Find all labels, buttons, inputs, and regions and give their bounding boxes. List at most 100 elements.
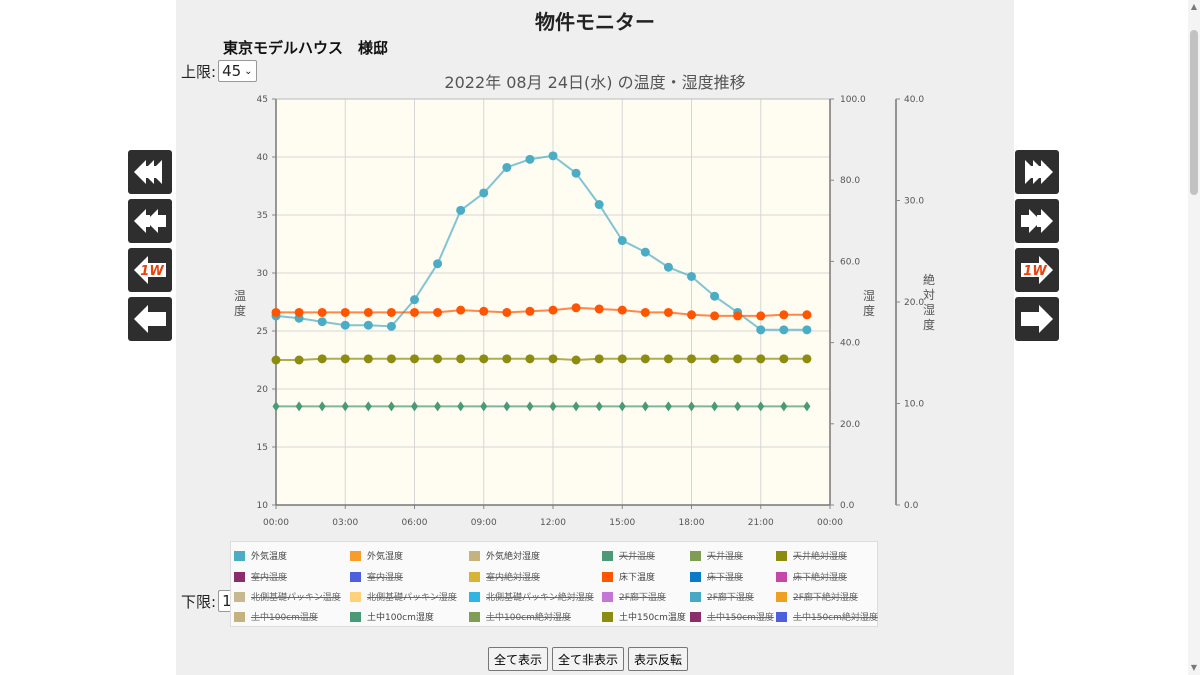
- series-point[interactable]: [756, 354, 766, 364]
- series-point[interactable]: [779, 310, 789, 320]
- legend-item[interactable]: 床下温度: [602, 570, 655, 583]
- legend-item[interactable]: 土中100cm絶対湿度: [469, 610, 571, 623]
- legend-item[interactable]: 2F廊下湿度: [690, 590, 754, 603]
- series-point[interactable]: [317, 354, 327, 364]
- series-point[interactable]: [294, 307, 304, 317]
- series-point[interactable]: [410, 295, 419, 305]
- invert-button[interactable]: 表示反転: [628, 647, 689, 671]
- legend-item[interactable]: 土中100cm温度: [234, 610, 318, 623]
- legend-item[interactable]: 天井絶対湿度: [776, 549, 847, 562]
- series-point[interactable]: [386, 321, 396, 331]
- series-point[interactable]: [433, 354, 443, 364]
- legend-item[interactable]: 北側基礎パッキン温度: [234, 590, 341, 603]
- series-point[interactable]: [779, 354, 789, 364]
- series-point[interactable]: [687, 271, 696, 281]
- series-point[interactable]: [410, 307, 419, 317]
- series-point[interactable]: [594, 354, 604, 364]
- series-point[interactable]: [641, 401, 649, 412]
- series-point[interactable]: [803, 401, 811, 412]
- upper-limit-select[interactable]: 45 ⌄: [218, 60, 257, 82]
- scroll-up-icon[interactable]: ▲: [1190, 2, 1198, 11]
- series-point[interactable]: [711, 401, 719, 412]
- legend-item[interactable]: 北側基礎パッキン湿度: [350, 590, 457, 603]
- legend-item[interactable]: 床下湿度: [690, 570, 743, 583]
- series-point[interactable]: [456, 354, 466, 364]
- series-point[interactable]: [386, 354, 396, 364]
- series-point[interactable]: [502, 354, 512, 364]
- series-point[interactable]: [640, 354, 650, 364]
- series-point[interactable]: [617, 236, 627, 246]
- series-point[interactable]: [411, 401, 418, 412]
- series-point[interactable]: [663, 354, 673, 364]
- series-point[interactable]: [710, 311, 720, 321]
- series-point[interactable]: [687, 354, 696, 364]
- series-point[interactable]: [663, 262, 673, 272]
- legend-item[interactable]: 外気湿度: [350, 549, 403, 562]
- legend-item[interactable]: 土中150cm絶対湿度: [776, 610, 878, 623]
- series-point[interactable]: [341, 401, 349, 412]
- series-point[interactable]: [734, 401, 742, 412]
- next-1w-button[interactable]: 1W: [1015, 248, 1059, 292]
- series-point[interactable]: [618, 401, 626, 412]
- series-point[interactable]: [733, 311, 743, 321]
- series-point[interactable]: [318, 401, 326, 412]
- series-point[interactable]: [271, 355, 281, 365]
- series-point[interactable]: [802, 325, 812, 335]
- series-point[interactable]: [548, 354, 558, 364]
- series-point[interactable]: [363, 307, 373, 317]
- series-point[interactable]: [548, 151, 558, 161]
- series-point[interactable]: [594, 200, 604, 210]
- legend-item[interactable]: 室内絶対湿度: [469, 570, 540, 583]
- prev-1w-button[interactable]: 1W: [128, 248, 172, 292]
- legend-item[interactable]: 2F廊下温度: [602, 590, 666, 603]
- series-point[interactable]: [687, 310, 696, 320]
- series-point[interactable]: [457, 401, 465, 412]
- next-day-button[interactable]: [1015, 297, 1059, 341]
- series-point[interactable]: [433, 259, 443, 269]
- series-point[interactable]: [502, 307, 512, 317]
- series-point[interactable]: [364, 401, 372, 412]
- series-point[interactable]: [272, 401, 280, 412]
- series-point[interactable]: [549, 401, 557, 412]
- page-scrollbar[interactable]: ▲ ▼: [1188, 0, 1200, 675]
- series-point[interactable]: [548, 305, 558, 315]
- legend-item[interactable]: 2F廊下絶対湿度: [776, 590, 858, 603]
- series-point[interactable]: [757, 401, 765, 412]
- series-point[interactable]: [479, 306, 489, 316]
- series-point[interactable]: [340, 320, 350, 330]
- series-point[interactable]: [710, 354, 720, 364]
- series-point[interactable]: [434, 401, 442, 412]
- legend-item[interactable]: 土中100cm湿度: [350, 610, 434, 623]
- series-point[interactable]: [617, 305, 627, 315]
- series-point[interactable]: [295, 401, 303, 412]
- series-point[interactable]: [688, 401, 695, 412]
- scroll-thumb[interactable]: [1190, 30, 1198, 195]
- legend-item[interactable]: 室内温度: [234, 570, 287, 583]
- series-point[interactable]: [479, 188, 489, 198]
- series-point[interactable]: [571, 355, 581, 365]
- series-point[interactable]: [502, 162, 512, 172]
- series-point[interactable]: [640, 247, 650, 257]
- series-point[interactable]: [525, 306, 535, 316]
- series-point[interactable]: [572, 401, 580, 412]
- legend-item[interactable]: 土中150cm湿度: [690, 610, 774, 623]
- series-point[interactable]: [456, 205, 466, 215]
- series-point[interactable]: [340, 307, 350, 317]
- next-month-button[interactable]: [1015, 150, 1059, 194]
- series-point[interactable]: [456, 305, 466, 315]
- series-point[interactable]: [525, 354, 535, 364]
- series-point[interactable]: [780, 401, 788, 412]
- prev-day-button[interactable]: [128, 297, 172, 341]
- series-point[interactable]: [779, 325, 789, 335]
- legend-item[interactable]: 外気温度: [234, 549, 287, 562]
- series-point[interactable]: [756, 311, 766, 321]
- series-point[interactable]: [480, 401, 488, 412]
- series-point[interactable]: [363, 320, 373, 330]
- hide-all-button[interactable]: 全て非表示: [552, 647, 625, 671]
- legend-item[interactable]: 室内湿度: [350, 570, 403, 583]
- series-point[interactable]: [479, 354, 489, 364]
- prev-month-button[interactable]: [128, 150, 172, 194]
- series-point[interactable]: [733, 354, 743, 364]
- legend-item[interactable]: 天井湿度: [690, 549, 743, 562]
- series-point[interactable]: [664, 401, 672, 412]
